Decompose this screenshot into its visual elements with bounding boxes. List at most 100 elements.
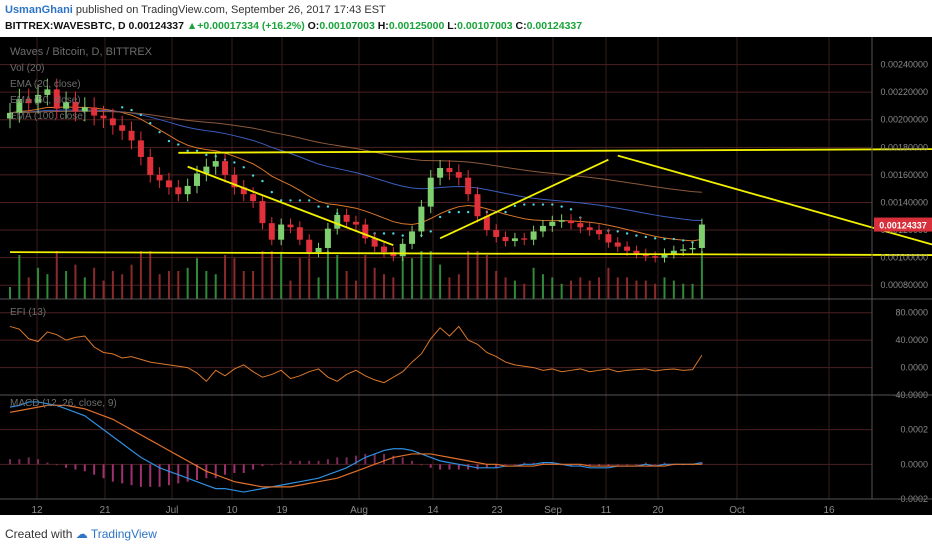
candle-body [539, 225, 546, 232]
candle-body [530, 231, 537, 240]
macd-hist-bar [83, 464, 86, 472]
tradingview-logo-icon[interactable]: ☁ [75, 527, 88, 541]
candle-body [25, 99, 32, 104]
volume-bar [65, 271, 68, 299]
macd-hist-bar [345, 457, 348, 465]
candle-body [100, 115, 107, 119]
sar-dot [532, 203, 535, 206]
macd-hist-bar [401, 457, 404, 465]
macd-hist-bar [74, 464, 77, 470]
macd-hist-bar [252, 464, 255, 470]
candle-body [175, 187, 182, 195]
candle-body [334, 214, 341, 229]
sar-dot [504, 210, 507, 214]
macd-hist-bar [186, 464, 189, 482]
candle-body [371, 238, 378, 247]
sar-dot [457, 210, 460, 214]
volume-bar [224, 255, 227, 299]
macd-hist-bar [93, 464, 96, 475]
macd-hist-bar [439, 464, 442, 470]
candle-body [128, 130, 135, 141]
x-tick-label: Sep [544, 505, 562, 515]
macd-hist-bar [523, 462, 526, 465]
sar-dot [663, 237, 666, 241]
macd-hist-bar [130, 464, 133, 486]
sar-dot [130, 108, 133, 112]
macd-hist-bar [18, 459, 21, 465]
candle-body [381, 246, 387, 253]
candle-body [91, 107, 98, 116]
sar-dot [625, 232, 629, 235]
volume-bar [167, 271, 170, 299]
efi-tick-label: 0.0000 [900, 363, 928, 373]
sar-dot [139, 113, 143, 117]
candle-body [7, 112, 13, 119]
candle-body [287, 224, 294, 228]
symbol-name: BITTREX:WAVESBTC, D [5, 20, 126, 32]
volume-bar [560, 283, 563, 299]
price-tick-label: 0.00180000 [880, 142, 928, 152]
sar-dot [569, 208, 573, 211]
volume-bar [616, 277, 619, 299]
x-tick-label: 14 [427, 505, 439, 515]
macd-tick-label: 0.0002 [900, 425, 928, 435]
volume-bar [317, 277, 320, 299]
macd-hist-bar [635, 464, 638, 466]
volume-bar [214, 274, 217, 299]
volume-bars [9, 251, 703, 299]
macd-hist-bar [467, 464, 470, 470]
candle-body [689, 247, 696, 250]
trendline-lower-support [9, 251, 932, 256]
candle-body [558, 220, 565, 222]
tradingview-brand[interactable]: TradingView [90, 527, 157, 541]
efi-tick-label: 40.0000 [895, 335, 928, 345]
created-with-text: Created with [5, 527, 73, 541]
macd-hist-bar [532, 462, 535, 465]
volume-bar [205, 271, 208, 299]
volume-bar [345, 271, 348, 299]
x-tick-label: 16 [823, 505, 835, 515]
high-value: 0.00125000 [388, 20, 445, 32]
sar-dot [401, 234, 404, 237]
sar-dot [466, 210, 470, 214]
chart-area[interactable]: 12 21 Jul 10 19 Aug 14 23 Sep 11 20 Oct 16 0.00240000… [0, 37, 932, 516]
sar-dot [233, 161, 236, 164]
volume-bar [196, 258, 198, 299]
macd-hist-bar [607, 464, 610, 467]
chart-svg[interactable]: 12 21 Jul 10 19 Aug 14 23 Sep 11 20 Oct 16 0.00240000… [0, 37, 932, 516]
macd-hist-bar [326, 459, 329, 465]
candle-body [137, 140, 144, 157]
macd-hist-bar [261, 464, 264, 467]
sar-dot [242, 166, 245, 169]
volume-bar [93, 267, 96, 299]
sar-dot [672, 237, 676, 241]
volume-bar [598, 277, 601, 299]
author-link[interactable]: UsmanGhani [5, 4, 73, 16]
sar-dot [523, 203, 526, 206]
volume-bar [149, 251, 152, 299]
macd-hist-bar [167, 464, 170, 486]
sar-dot [261, 179, 264, 183]
macd-hist-bar [139, 464, 142, 487]
macd-hist-bar [298, 460, 301, 465]
macd-hist-bar [364, 453, 367, 465]
low-value: 0.00107003 [457, 20, 513, 32]
up-triangle-icon: ▲ [186, 20, 198, 32]
sar-dot [691, 241, 694, 244]
candle-body [502, 236, 509, 242]
published-text: published on TradingView.com, September … [75, 4, 386, 16]
volume-bar [27, 277, 30, 299]
x-tick-label: 11 [601, 505, 612, 515]
volume-bar [607, 267, 610, 299]
sar-dot [279, 199, 283, 202]
macd-hist-bar [242, 464, 245, 473]
macd-hist-bar [588, 464, 591, 467]
macd-hist-bar [280, 462, 283, 465]
sar-dot [326, 205, 330, 208]
efi-line [9, 325, 703, 384]
sar-dot [195, 149, 199, 152]
volume-bar [354, 280, 357, 299]
efi-label: EFI (13) [10, 307, 46, 318]
macd-hist-bar [55, 464, 58, 466]
volume-bar [308, 258, 311, 299]
